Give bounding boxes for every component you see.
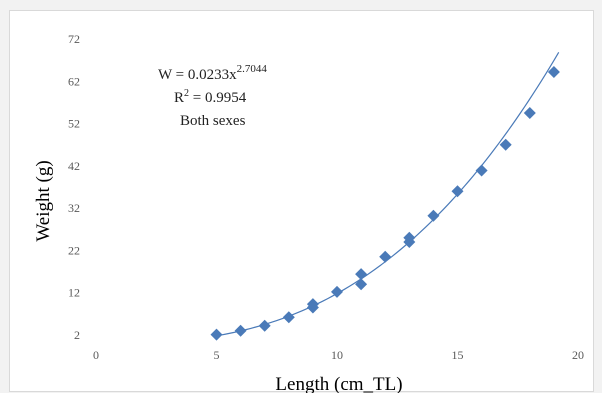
y-tick-label: 42 xyxy=(68,159,80,173)
data-point xyxy=(523,107,536,119)
plot-area xyxy=(210,52,560,341)
x-tick-label: 5 xyxy=(214,348,220,362)
x-tick-labels: 0 5 10 15 20 xyxy=(93,348,584,362)
data-point xyxy=(282,311,295,324)
data-point xyxy=(210,328,223,341)
data-point xyxy=(258,319,271,332)
data-point xyxy=(306,298,319,311)
equation-annotation: W = 0.0233x2.7044 R2 = 0.9954 Both sexes xyxy=(158,63,267,129)
data-point xyxy=(355,278,368,291)
r-squared-text: R2 = 0.9954 xyxy=(174,88,247,106)
data-point xyxy=(379,250,392,263)
data-point xyxy=(403,231,416,244)
x-tick-label: 15 xyxy=(452,348,464,362)
x-tick-label: 0 xyxy=(93,348,99,362)
y-tick-label: 52 xyxy=(68,117,80,131)
data-point xyxy=(451,185,464,198)
x-tick-label: 20 xyxy=(572,348,584,362)
data-point xyxy=(475,164,488,177)
data-point xyxy=(355,268,368,281)
y-tick-labels: 2 12 22 32 42 52 62 72 xyxy=(68,32,80,342)
power-trendline xyxy=(216,52,560,337)
y-tick-label: 12 xyxy=(68,286,80,300)
x-tick-label: 10 xyxy=(331,348,343,362)
y-tick-label: 22 xyxy=(68,243,80,257)
y-tick-label: 32 xyxy=(68,201,80,215)
chart-svg: Weight (g) Length (cm_TL) 0 5 10 15 20 2 12 22… xyxy=(33,32,584,393)
group-label: Both sexes xyxy=(180,113,246,129)
data-point xyxy=(547,65,560,78)
data-point xyxy=(234,324,247,337)
y-tick-label: 2 xyxy=(74,328,80,342)
y-tick-label: 72 xyxy=(68,32,80,46)
data-point xyxy=(427,209,440,222)
y-tick-label: 62 xyxy=(68,74,80,88)
y-axis-title: Weight (g) xyxy=(33,160,54,241)
data-point xyxy=(499,138,512,151)
data-point xyxy=(331,285,343,298)
chart-frame: Weight (g) Length (cm_TL) 0 5 10 15 20 2 12 22… xyxy=(9,10,594,393)
equation-text: W = 0.0233x2.7044 xyxy=(158,63,267,83)
x-axis-title: Length (cm_TL) xyxy=(275,374,402,393)
